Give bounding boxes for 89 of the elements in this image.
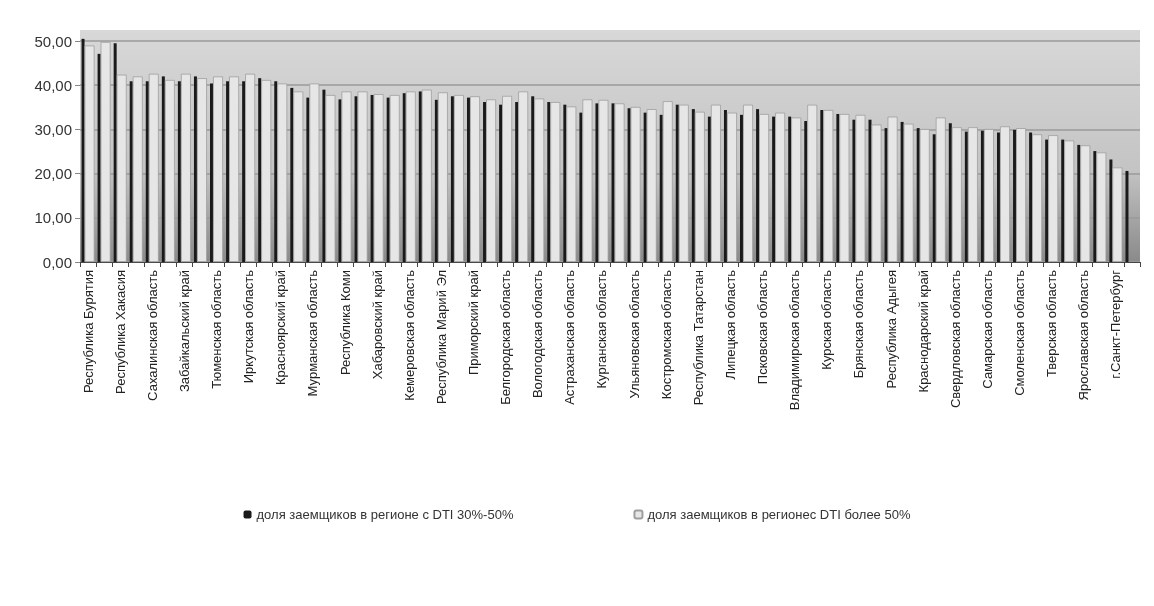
- bar: [306, 97, 310, 262]
- bar: [274, 81, 278, 262]
- bar: [595, 103, 599, 262]
- bar: [1125, 170, 1129, 262]
- bar: [161, 76, 165, 262]
- y-tick-label: 50,00: [34, 32, 72, 50]
- x-tick-label: Республика Коми: [337, 270, 353, 376]
- x-tick-label: Владимирская область: [787, 269, 803, 411]
- bar: [226, 81, 230, 262]
- bar: [483, 102, 487, 262]
- y-tick-label: 20,00: [34, 165, 72, 183]
- bar: [145, 81, 149, 262]
- x-tick-label: Самарская область: [979, 269, 995, 389]
- bar: [450, 96, 454, 262]
- legend-label: доля заемщиков в регионе с DTI 30%-50%: [256, 507, 514, 522]
- bar: [820, 109, 824, 262]
- bar: [466, 97, 470, 262]
- y-tick-label: 40,00: [34, 76, 72, 94]
- bar: [515, 102, 519, 262]
- x-tick-label: Краснодарский край: [915, 270, 931, 393]
- bar: [242, 81, 246, 262]
- x-tick-label: Брянская область: [851, 269, 867, 379]
- bar: [418, 91, 422, 262]
- x-tick-label: Республика Марий Эл: [433, 270, 449, 405]
- x-tick-label: Костромская область: [658, 269, 674, 400]
- bar: [980, 130, 984, 262]
- x-tick-label: Курская область: [819, 269, 835, 370]
- bar: [707, 116, 711, 262]
- bar: [499, 104, 503, 262]
- bar: [210, 83, 214, 262]
- bar: [290, 87, 294, 262]
- bar: [177, 81, 181, 262]
- x-tick-label: Тверская область: [1044, 269, 1060, 378]
- x-tick-label: Свердловская область: [947, 269, 963, 409]
- x-tick-label: Ульяновская область: [626, 269, 642, 399]
- x-tick-label: Астраханская область: [562, 269, 578, 405]
- y-tick-label: 10,00: [34, 209, 72, 227]
- bar: [964, 131, 968, 262]
- x-tick-label: Республика Хакасия: [112, 270, 128, 394]
- bar: [772, 116, 776, 262]
- x-tick-label: Иркутская область: [241, 269, 257, 384]
- bar: [691, 109, 695, 262]
- bar: [756, 109, 760, 262]
- x-tick-label: Хабаровский край: [369, 270, 385, 380]
- bar: [1077, 144, 1081, 262]
- bar: [1093, 151, 1097, 262]
- bar: [804, 121, 808, 262]
- x-tick-label: Кемеровская область: [401, 269, 417, 401]
- x-tick-label: Сахалинская область: [144, 269, 160, 401]
- bar: [996, 132, 1000, 262]
- bar: [531, 96, 535, 262]
- x-tick-label: Тюменская область: [209, 269, 225, 389]
- x-tick-label: Забайкальский край: [176, 270, 192, 393]
- bar: [258, 78, 262, 262]
- x-tick-label: Смоленская область: [1012, 269, 1028, 396]
- x-tick-label: Республика Адыгея: [883, 270, 899, 389]
- bar: [723, 109, 727, 262]
- bar: [740, 114, 744, 262]
- bar: [322, 89, 326, 262]
- bar: [788, 116, 792, 262]
- x-tick-label: Ярославская область: [1076, 269, 1092, 401]
- bar: [1045, 139, 1049, 262]
- bar: [434, 99, 438, 262]
- y-tick-label: 30,00: [34, 120, 72, 138]
- bar: [852, 119, 856, 262]
- y-tick-label: 0,00: [42, 253, 72, 271]
- x-tick-label: Мурманская область: [305, 269, 321, 397]
- x-tick-label: Республика Татарстан: [690, 270, 706, 406]
- bar: [1109, 159, 1113, 262]
- x-tick-label: г.Санкт-Петербург: [1108, 269, 1124, 379]
- bar: [1013, 129, 1017, 262]
- bar: [547, 102, 551, 262]
- x-tick-label: Вологодская область: [530, 269, 546, 399]
- x-tick-label: Республика Бурятия: [80, 270, 96, 394]
- legend-label: доля заемщиков в регионес DTI более 50%: [647, 507, 911, 522]
- bar: [193, 76, 197, 262]
- bar: [1061, 139, 1065, 262]
- x-tick-label: Белгородская область: [498, 269, 514, 405]
- bar: [948, 123, 952, 262]
- bar: [675, 104, 679, 262]
- bar: [1029, 132, 1033, 262]
- bar: [579, 112, 583, 262]
- x-tick-label: Псковская область: [755, 269, 771, 385]
- bar: [563, 104, 567, 262]
- x-tick-label: Курганская область: [594, 269, 610, 389]
- x-tick-label: Липецкая область: [722, 269, 738, 380]
- x-tick-label: Приморский край: [465, 270, 481, 375]
- x-tick-label: Красноярский край: [273, 270, 289, 385]
- bar: [836, 113, 840, 262]
